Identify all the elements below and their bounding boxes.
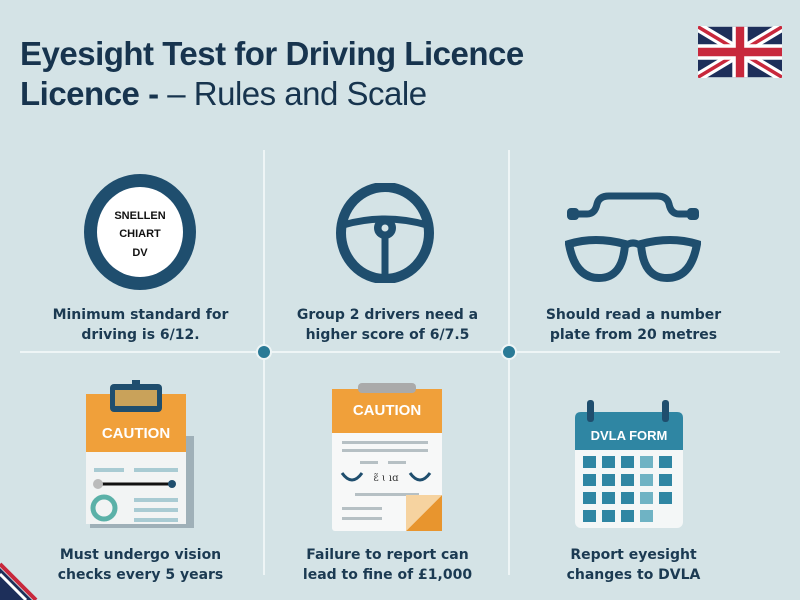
steering-wheel-icon [336, 183, 434, 283]
snellen-chart-icon: SNELLEN CHIART DV [84, 174, 196, 290]
title-line-2-rest: – Rules and Scale [167, 75, 427, 112]
caption-line: checks every 5 years [57, 567, 224, 583]
svg-text:SNELLEN: SNELLEN [114, 210, 165, 222]
grid-divider [20, 351, 780, 353]
svg-text:CHIART: CHIART [119, 228, 161, 240]
panel-caption-vision-checks: Must undergo vision checks every 5 years [18, 545, 263, 585]
page-title: Eyesight Test for Driving Licence Licenc… [20, 34, 524, 114]
caption-line: Group 2 drivers need a [296, 307, 479, 323]
caption-line: changes to DVLA [566, 567, 701, 583]
grid-node-dot [256, 344, 272, 360]
panel-caption-fine: Failure to report can lead to fine of £1… [265, 545, 510, 585]
caption-line: Failure to report can [306, 547, 469, 563]
panel-caption-group2: Group 2 drivers need a higher score of 6… [265, 305, 510, 345]
panel-caption-report-dvla: Report eyesight changes to DVLA [511, 545, 756, 585]
glasses-icon [565, 192, 701, 283]
panel-caption-min-standard: Minimum standard for driving is 6/12. [18, 305, 263, 345]
union-jack-flag-icon [698, 26, 782, 78]
caption-line: Report eyesight [570, 547, 697, 563]
svg-text:DV: DV [132, 247, 148, 259]
caption-line: Should read a number [545, 307, 722, 323]
caption-line: plate from 20 metres [549, 327, 718, 343]
grid-node-dot [501, 344, 517, 360]
svg-text:CAUTION: CAUTION [102, 425, 170, 442]
caption-line: lead to fine of £1,000 [302, 567, 473, 583]
caption-line: driving is 6/12. [81, 327, 200, 343]
svg-text:DVLA FORM: DVLA FORM [591, 428, 668, 443]
caption-line: higher score of 6/7.5 [305, 327, 470, 343]
svg-text:ɛ̃ ɩ ıɑ: ɛ̃ ɩ ıɑ [373, 473, 399, 484]
grid-divider [508, 150, 510, 575]
flag-corner-decoration-icon [0, 562, 38, 600]
caution-clipboard-icon: CAUTION [86, 380, 194, 528]
panel-caption-number-plate: Should read a number plate from 20 metre… [511, 305, 756, 345]
caution-document-icon: CAUTION ɛ̃ ɩ ıɑ [332, 383, 442, 531]
caption-line: Must undergo vision [59, 547, 222, 563]
grid-divider [263, 150, 265, 575]
caption-line: Minimum standard for [52, 307, 229, 323]
title-line-1: Eyesight Test for Driving Licence [20, 35, 524, 72]
svg-text:CAUTION: CAUTION [353, 402, 421, 419]
dvla-calendar-icon: DVLA FORM [575, 400, 683, 528]
title-line-2-bold: Licence - [20, 75, 168, 112]
